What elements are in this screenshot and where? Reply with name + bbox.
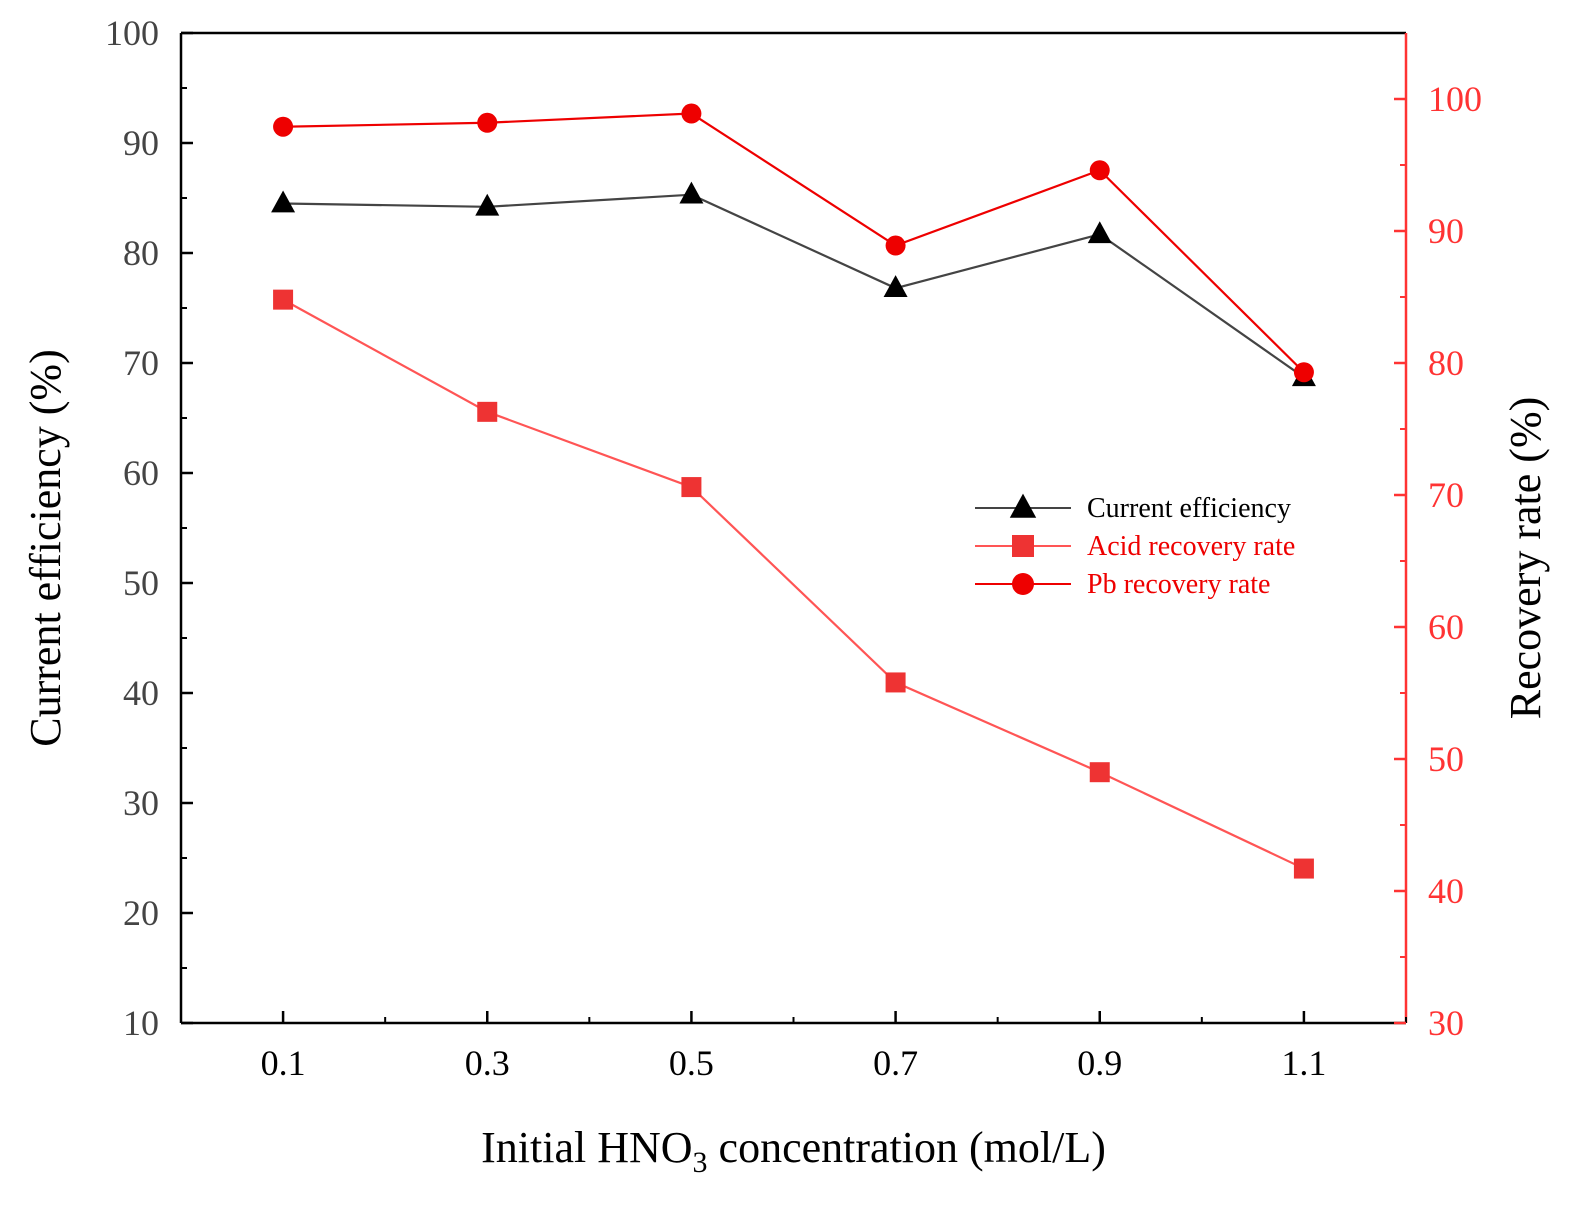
left-tick-label: 10 — [123, 1003, 159, 1043]
legend-label-acid-recovery-rate: Acid recovery rate — [1087, 531, 1295, 562]
legend-marker-pb-recovery-rate — [1012, 573, 1034, 595]
x-tick-label: 0.1 — [261, 1043, 306, 1083]
right-tick-label: 80 — [1428, 343, 1464, 383]
pb-recovery-rate-point — [1293, 362, 1314, 383]
left-y-axis-title: Current efficiency (%) — [21, 349, 70, 746]
current-efficiency-point — [475, 193, 500, 216]
x-axis-ticks: 0.1 0.3 0.5 0.7 0.9 1.1 — [180, 1011, 1407, 1083]
left-tick-label: 30 — [123, 783, 159, 823]
x-axis-title-subscript: 3 — [693, 1146, 708, 1179]
x-tick-label: 1.1 — [1281, 1043, 1326, 1083]
pb-recovery-rate-point — [273, 116, 294, 137]
current-efficiency-point — [271, 190, 296, 213]
left-tick-label: 80 — [123, 233, 159, 273]
right-y-axis-ticks: 30 40 50 60 70 80 90 100 — [1394, 79, 1482, 1043]
right-tick-label: 100 — [1428, 79, 1482, 119]
left-y-axis-ticks: 10 20 30 40 50 60 70 80 90 100 — [105, 13, 193, 1043]
plot-area — [179, 31, 1408, 1025]
acid-recovery-rate-point — [273, 289, 294, 310]
legend: Current efficiency Acid recovery rate Pb r… — [975, 493, 1295, 600]
acid-recovery-rate-point — [885, 672, 906, 693]
x-axis-title: Initial HNO3 concentration (mol/L) — [481, 1123, 1106, 1179]
current-efficiency-line — [283, 193, 1305, 379]
x-axis-title-suffix: concentration (mol/L) — [708, 1123, 1106, 1172]
right-tick-label: 70 — [1428, 475, 1464, 515]
right-tick-label: 50 — [1428, 739, 1464, 779]
legend-marker-current-efficiency — [1009, 493, 1037, 518]
x-tick-label: 0.9 — [1077, 1043, 1122, 1083]
x-tick-label: 0.3 — [465, 1043, 510, 1083]
pb-recovery-rate-point — [477, 112, 498, 133]
current-efficiency-point — [883, 275, 908, 298]
pb-recovery-rate-point — [1089, 160, 1110, 181]
left-tick-label: 70 — [123, 343, 159, 383]
x-tick-label: 0.5 — [669, 1043, 714, 1083]
right-y-axis-title: Recovery rate (%) — [1501, 397, 1550, 719]
legend-label-pb-recovery-rate: Pb recovery rate — [1087, 569, 1270, 600]
left-tick-label: 40 — [123, 673, 159, 713]
acid-recovery-rate-line — [282, 298, 1305, 870]
acid-recovery-rate-point — [681, 477, 702, 498]
acid-recovery-rate-point — [1293, 858, 1314, 879]
x-axis-title-prefix: Initial HNO — [481, 1123, 692, 1172]
right-tick-label: 60 — [1428, 607, 1464, 647]
acid-recovery-rate-point — [477, 401, 498, 422]
left-tick-label: 90 — [123, 123, 159, 163]
pb-recovery-rate-point — [681, 103, 702, 124]
current-efficiency-point — [679, 181, 704, 204]
legend-label-current-efficiency: Current efficiency — [1087, 493, 1291, 524]
pb-recovery-rate-line — [283, 112, 1305, 374]
right-tick-label: 90 — [1428, 211, 1464, 251]
acid-recovery-rate-point — [1089, 762, 1110, 783]
left-tick-label: 20 — [123, 893, 159, 933]
x-tick-label: 0.7 — [873, 1043, 918, 1083]
series-layer — [271, 103, 1316, 879]
current-efficiency-point — [1087, 221, 1112, 244]
left-tick-label: 50 — [123, 563, 159, 603]
left-tick-label: 100 — [105, 13, 159, 53]
left-tick-label: 60 — [123, 453, 159, 493]
right-tick-label: 30 — [1428, 1003, 1464, 1043]
legend-marker-acid-recovery-rate — [1012, 535, 1034, 557]
right-tick-label: 40 — [1428, 871, 1464, 911]
pb-recovery-rate-point — [885, 235, 906, 256]
